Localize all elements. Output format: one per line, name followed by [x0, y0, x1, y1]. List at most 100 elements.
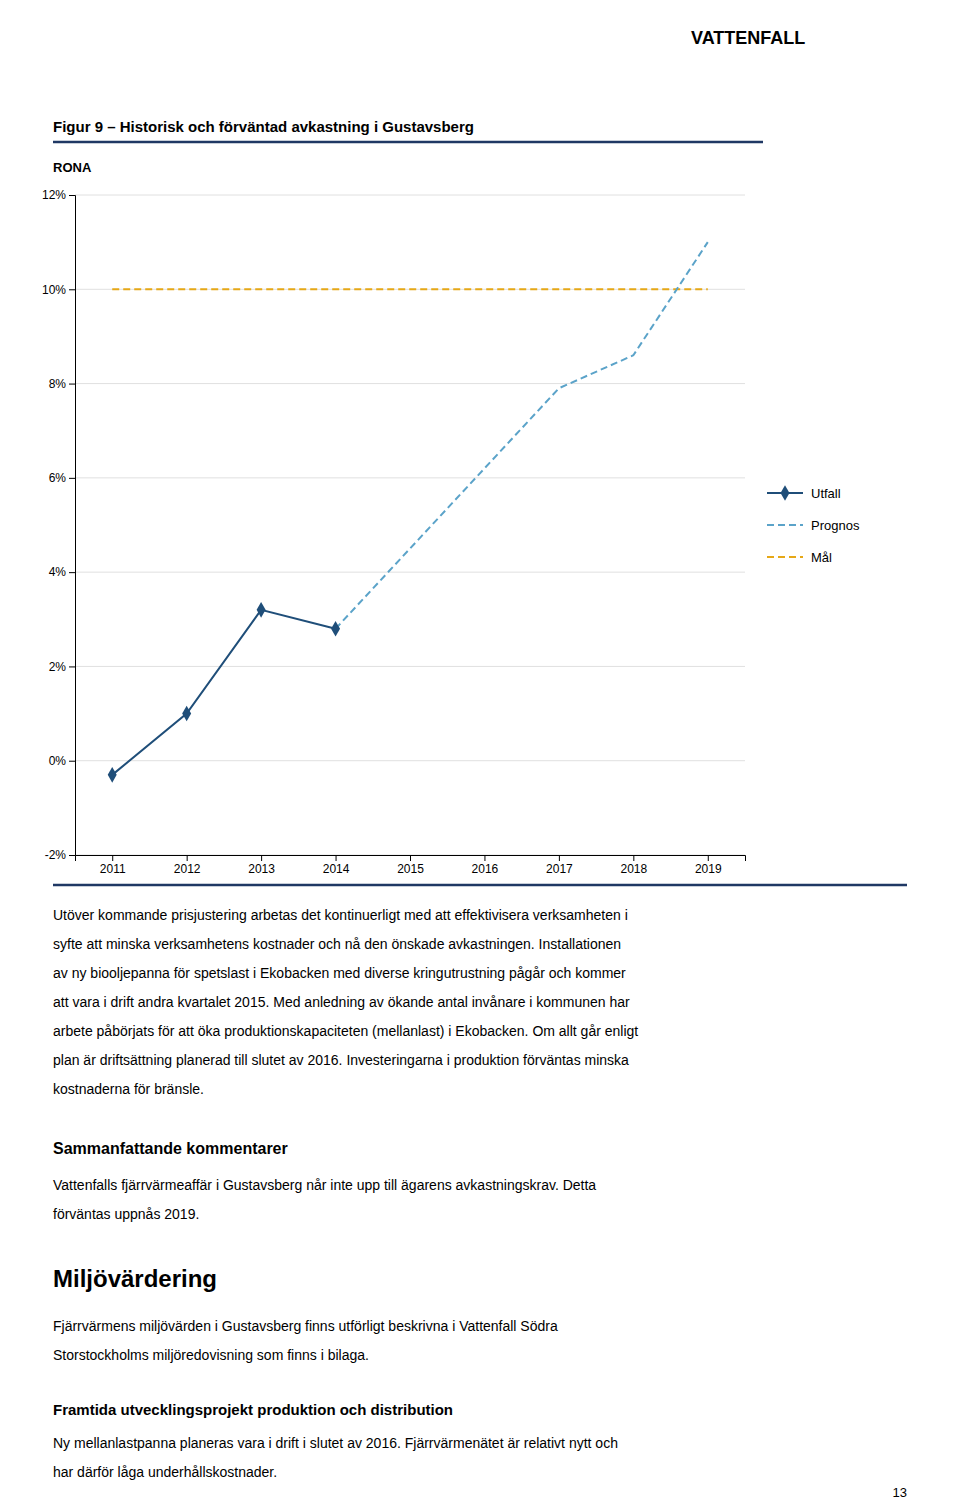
section-header: Miljövärdering: [53, 1265, 217, 1292]
y-tick: 10%: [42, 283, 75, 297]
section-text: Ny mellanlastpanna planeras vara i drift…: [53, 1435, 618, 1451]
page-number: 13: [893, 1485, 907, 1500]
series-line: [336, 242, 708, 629]
grid-line: [75, 572, 745, 573]
page: VATTENFALLFigur 9 – Historisk och förvän…: [0, 0, 960, 1508]
x-axis: 2011 2012 2013 2014 2015 2016 2017 2018 2019: [76, 855, 746, 876]
x-tick-mark: [559, 855, 560, 861]
y-tick-mark: [69, 195, 75, 196]
x-tick: 2016: [472, 855, 499, 876]
y-tick-mark: [69, 289, 75, 290]
y-axis-line: [69, 196, 76, 856]
plot-marks: [108, 242, 708, 783]
body-text: arbete påbörjats för att öka produktions…: [53, 1023, 638, 1039]
x-tick-mark: [708, 855, 709, 861]
y-tick: 0%: [49, 754, 75, 768]
y-tick-mark: [69, 855, 75, 856]
legend-swatch: [767, 556, 803, 558]
legend-label: Mål: [811, 550, 832, 565]
y-tick-mark: [69, 761, 75, 762]
section-header: Sammanfattande kommentarer: [53, 1140, 288, 1157]
chart-title: Figur 9 – Historisk och förväntad avkast…: [53, 118, 474, 135]
series-marker: [182, 706, 191, 722]
x-tick-mark: [410, 855, 411, 861]
section-text: Vattenfalls fjärrvärmeaffär i Gustavsber…: [53, 1177, 596, 1193]
y-tick: 12%: [42, 188, 75, 202]
x-tick-mark: [336, 855, 337, 861]
series-marker: [331, 621, 340, 637]
y-tick: 2%: [49, 660, 75, 674]
section-text: har därför låga underhållskostnader.: [53, 1464, 277, 1480]
x-tick-label: 2018: [620, 862, 647, 876]
y-tick-label: 2%: [49, 660, 67, 674]
x-tick-label: 2015: [397, 862, 424, 876]
y-tick-label: 4%: [49, 565, 67, 579]
y-tick: 6%: [49, 471, 75, 485]
y-tick-mark: [69, 666, 75, 667]
separator-rule: [53, 884, 907, 887]
grid-line: [75, 477, 745, 478]
legend: Utfall Prognos Mål: [767, 485, 860, 564]
x-tick-label: 2019: [695, 862, 722, 876]
body-text: av ny biooljepanna för spetslast i Ekoba…: [53, 965, 626, 981]
header-rule: [53, 141, 763, 144]
grid-line: [75, 760, 745, 761]
series-line: [112, 610, 335, 775]
y-tick-label: -2%: [45, 848, 67, 862]
section-text: Storstockholms miljöredovisning som finn…: [53, 1347, 369, 1363]
x-tick-mark: [261, 855, 262, 861]
legend-item: Mål: [767, 550, 832, 565]
y-axis: -2% 0% 2% 4% 6% 8% 10% 12%: [42, 188, 76, 862]
y-tick-mark: [69, 478, 75, 479]
grid: [75, 195, 745, 855]
x-tick-label: 2017: [546, 862, 573, 876]
y-tick-label: 8%: [49, 377, 67, 391]
series-marker: [257, 602, 266, 618]
y-tick-label: 0%: [49, 754, 67, 768]
series-marker: [108, 767, 117, 783]
y-axis-label: RONA: [53, 160, 92, 175]
x-tick-mark: [112, 855, 113, 861]
x-tick: 2017: [546, 855, 573, 876]
grid-line: [75, 195, 745, 196]
x-tick: 2015: [397, 855, 424, 876]
series-line: [112, 288, 708, 290]
x-tick-label: 2012: [174, 862, 201, 876]
section-text: Fjärrvärmens miljövärden i Gustavsberg f…: [53, 1318, 558, 1334]
x-tick-label: 2014: [323, 862, 350, 876]
x-tick: 2018: [620, 855, 647, 876]
body-text: kostnaderna för bränsle.: [53, 1081, 204, 1097]
x-axis-line: [76, 856, 746, 862]
y-tick-label: 10%: [42, 283, 66, 297]
y-tick-label: 6%: [49, 471, 67, 485]
y-tick: -2%: [45, 848, 75, 862]
body-text: att vara i drift andra kvartalet 2015. M…: [53, 994, 630, 1010]
x-tick-label: 2011: [100, 862, 126, 876]
x-tick: 2014: [323, 855, 350, 876]
body-text: Utöver kommande prisjustering arbetas de…: [53, 907, 628, 923]
section-text: förväntas uppnås 2019.: [53, 1206, 199, 1222]
legend-swatch: [767, 524, 803, 526]
y-tick-mark: [69, 384, 75, 385]
legend-label: Utfall: [811, 486, 841, 501]
body-text: plan är driftsättning planerad till slut…: [53, 1052, 629, 1068]
x-tick-mark: [633, 855, 634, 861]
section-header: Framtida utvecklingsprojekt produktion o…: [53, 1401, 453, 1418]
x-tick: 2012: [174, 855, 201, 876]
x-tick-mark: [187, 855, 188, 861]
x-tick: 2013: [248, 855, 275, 876]
y-tick-label: 12%: [42, 188, 66, 202]
legend-marker: [781, 485, 790, 501]
y-tick: 8%: [49, 377, 75, 391]
y-tick: 4%: [49, 565, 75, 579]
legend-item: Utfall: [767, 485, 841, 501]
x-tick-label: 2013: [248, 862, 275, 876]
x-tick: 2011: [100, 855, 126, 876]
legend-item: Prognos: [767, 518, 860, 533]
legend-label: Prognos: [811, 518, 860, 533]
x-tick-mark: [484, 855, 485, 861]
grid-line: [75, 289, 745, 290]
y-tick-mark: [69, 572, 75, 573]
grid-line: [75, 666, 745, 667]
x-tick-label: 2016: [472, 862, 499, 876]
